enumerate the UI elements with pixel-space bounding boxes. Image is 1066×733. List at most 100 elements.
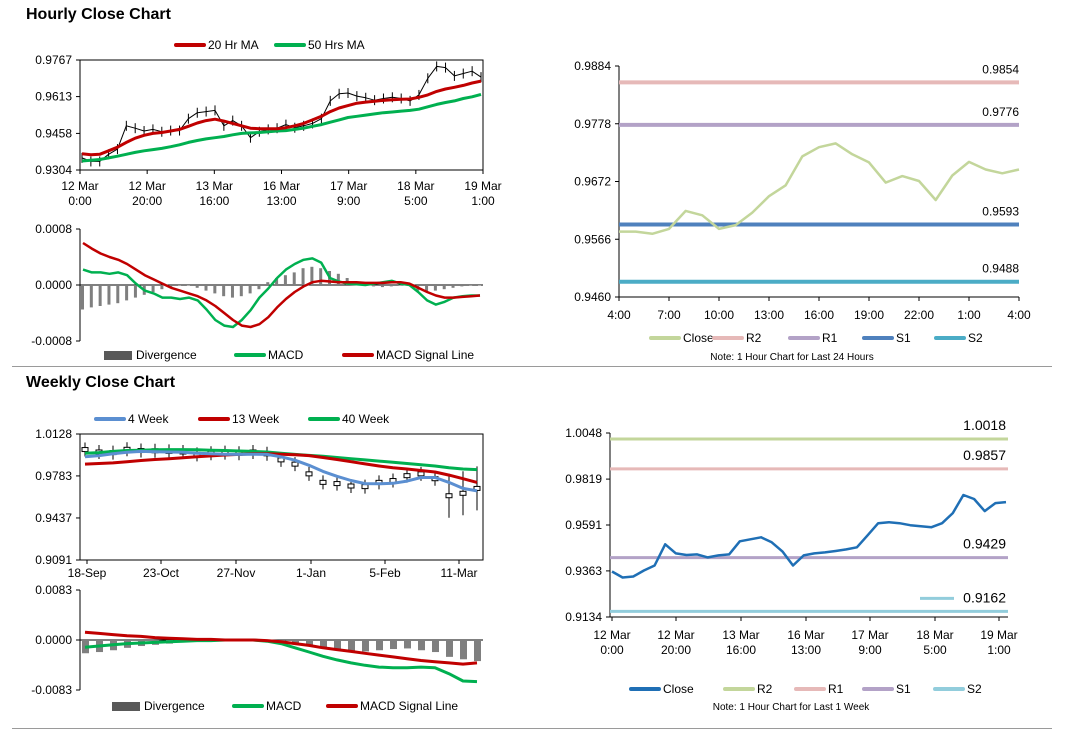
y-tick-label: 1.0128 [35, 427, 72, 441]
legend-divergence-swatch [104, 351, 132, 360]
divergence-bar [107, 285, 111, 305]
weekly-candle-body [319, 479, 327, 485]
divergence-bar [376, 640, 383, 651]
x-tick-label: 5:00 [923, 643, 947, 657]
y-tick-label: 0.9591 [565, 518, 602, 532]
legend-item-label: S2 [968, 331, 983, 345]
divergence-bar [239, 285, 243, 297]
section-divider [12, 366, 1052, 367]
divergence-bar [81, 285, 84, 310]
divergence-bar [451, 285, 455, 288]
y-tick-label: 0.9566 [574, 232, 611, 246]
x-tick-label: 17 Mar [330, 179, 367, 193]
x-tick-label: 13:00 [266, 194, 296, 208]
legend-ma20-label: 20 Hr MA [208, 38, 259, 52]
signal-line [82, 241, 481, 329]
x-tick-label: 0:00 [600, 643, 624, 657]
hourly-section-title: Hourly Close Chart [26, 6, 171, 23]
x-tick-label: 13 Mar [722, 628, 759, 642]
x-tick-label: 5:00 [404, 194, 428, 208]
level-label-s2: 0.9488 [982, 262, 1019, 276]
divergence-bar [178, 285, 182, 286]
y-tick-label: 0.9304 [35, 163, 72, 177]
divergence-bar [306, 640, 313, 647]
legend-item-label: R2 [746, 331, 762, 345]
x-tick-label: 10:00 [704, 308, 734, 322]
x-tick-label: 22:00 [904, 308, 934, 322]
x-tick-label: 20:00 [661, 643, 691, 657]
divergence-bar [432, 640, 439, 653]
divergence-bar [404, 640, 411, 649]
macd-line [84, 638, 478, 684]
x-tick-label: 17 Mar [851, 628, 888, 642]
legend-macd-label: MACD [268, 348, 304, 362]
legend-signal-label: MACD Signal Line [360, 699, 458, 713]
x-tick-label: 13:00 [754, 308, 784, 322]
weekly-candle-body [403, 473, 411, 479]
signal-line [84, 630, 478, 666]
x-tick-label: 9:00 [337, 194, 361, 208]
divergence-bar [418, 640, 425, 651]
y-tick-label: 0.9134 [565, 610, 602, 624]
y-tick-label: 0.0000 [35, 278, 72, 292]
divergence-bar [425, 285, 429, 292]
weekly-candle-body [333, 481, 341, 487]
x-tick-label: 12 Mar [61, 179, 98, 193]
level-label-r2: 0.9854 [982, 62, 1019, 76]
divergence-bar [186, 285, 190, 286]
weekly-candle-body [445, 493, 453, 499]
divergence-bar [160, 285, 164, 290]
divergence-bar [442, 285, 446, 290]
x-tick-label: 19 Mar [464, 179, 501, 193]
divergence-bar [292, 640, 299, 644]
legend-item-label: S1 [896, 331, 911, 345]
x-tick-label: 16:00 [726, 643, 756, 657]
divergence-bar [474, 640, 481, 662]
y-tick-label: -0.0083 [31, 683, 72, 697]
x-tick-label: 4:00 [1007, 308, 1031, 322]
y-tick-label: 0.9091 [35, 553, 72, 567]
divergence-bar [460, 640, 467, 660]
divergence-bar [169, 285, 173, 288]
y-tick-label: 0.9437 [35, 511, 72, 525]
divergence-bar [433, 285, 437, 291]
x-tick-label: 1-Jan [296, 566, 326, 580]
legend-macd-label: MACD [266, 699, 302, 713]
ma4-line [84, 449, 478, 493]
divergence-bar [389, 285, 393, 287]
ma20-line [81, 79, 482, 157]
x-tick-label: 20:00 [132, 194, 162, 208]
y-tick-label: 0.0000 [35, 633, 72, 647]
macd-line [82, 257, 480, 329]
y-tick-label: 1.0048 [565, 426, 602, 440]
divergence-bar [348, 640, 355, 651]
y-tick-label: 0.9460 [574, 290, 611, 304]
weekly-candle-body [305, 471, 313, 477]
legend-item-label: Close [663, 682, 694, 696]
divergence-bar [310, 266, 314, 285]
divergence-bar [283, 275, 287, 285]
divergence-bar [248, 285, 252, 294]
legend-item-label: R1 [822, 331, 838, 345]
x-tick-label: 19 Mar [980, 628, 1017, 642]
divergence-bar [319, 268, 323, 285]
divergence-bar [275, 278, 279, 285]
divergence-bar [372, 285, 376, 287]
y-tick-label: 0.9613 [35, 90, 72, 104]
divergence-bar [204, 285, 208, 291]
legend-item-label: S1 [896, 682, 911, 696]
divergence-bar [362, 640, 369, 652]
y-tick-label: 0.9458 [35, 126, 72, 140]
x-tick-label: 1:00 [471, 194, 495, 208]
divergence-bar [301, 268, 305, 285]
weekly-candle-body [459, 490, 467, 496]
divergence-bar [266, 282, 270, 285]
x-tick-label: 23-Oct [143, 566, 180, 580]
divergence-bar [257, 285, 261, 290]
x-tick-label: 4:00 [607, 308, 631, 322]
x-tick-label: 7:00 [657, 308, 681, 322]
x-tick-label: 16:00 [199, 194, 229, 208]
divergence-bar [469, 285, 473, 286]
